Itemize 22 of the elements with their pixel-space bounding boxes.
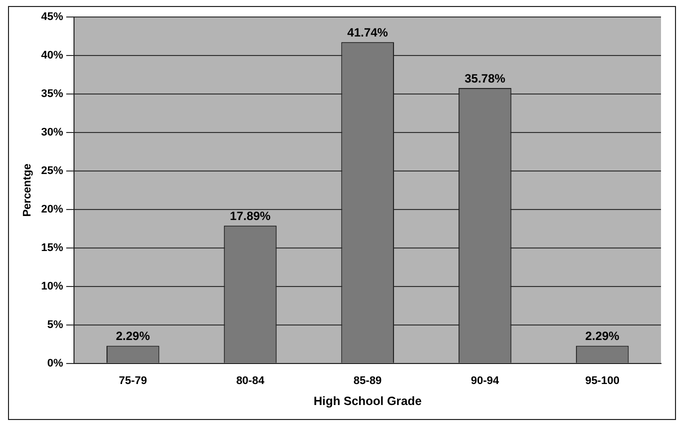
y-axis-title: Percentge <box>22 164 34 217</box>
y-tick-label: 25% <box>41 164 64 177</box>
y-tick-label: 0% <box>47 357 64 370</box>
data-label: 2.29% <box>585 329 620 344</box>
y-tick-label: 35% <box>41 88 64 100</box>
y-tick-label: 15% <box>41 242 64 254</box>
y-tick-label: 20% <box>41 203 64 216</box>
x-tick-label: 90-94 <box>470 375 500 388</box>
data-label: 35.78% <box>464 71 506 86</box>
y-tick-label: 40% <box>41 50 64 62</box>
data-label: 17.89% <box>230 209 271 223</box>
x-axis-title: High School Grade <box>314 394 422 408</box>
x-tick-label: 85-89 <box>354 375 382 388</box>
y-tick-label: 30% <box>41 126 64 138</box>
y-tick-label: 10% <box>41 280 64 292</box>
x-tick-label: 80-84 <box>236 375 266 388</box>
y-tick-label: 5% <box>47 318 64 331</box>
data-label: 41.74% <box>347 25 388 40</box>
x-tick-label: 95-100 <box>585 375 620 388</box>
data-label: 2.29% <box>116 329 150 344</box>
y-tick-label: 45% <box>41 11 64 24</box>
x-tick-label: 75-79 <box>118 375 147 388</box>
